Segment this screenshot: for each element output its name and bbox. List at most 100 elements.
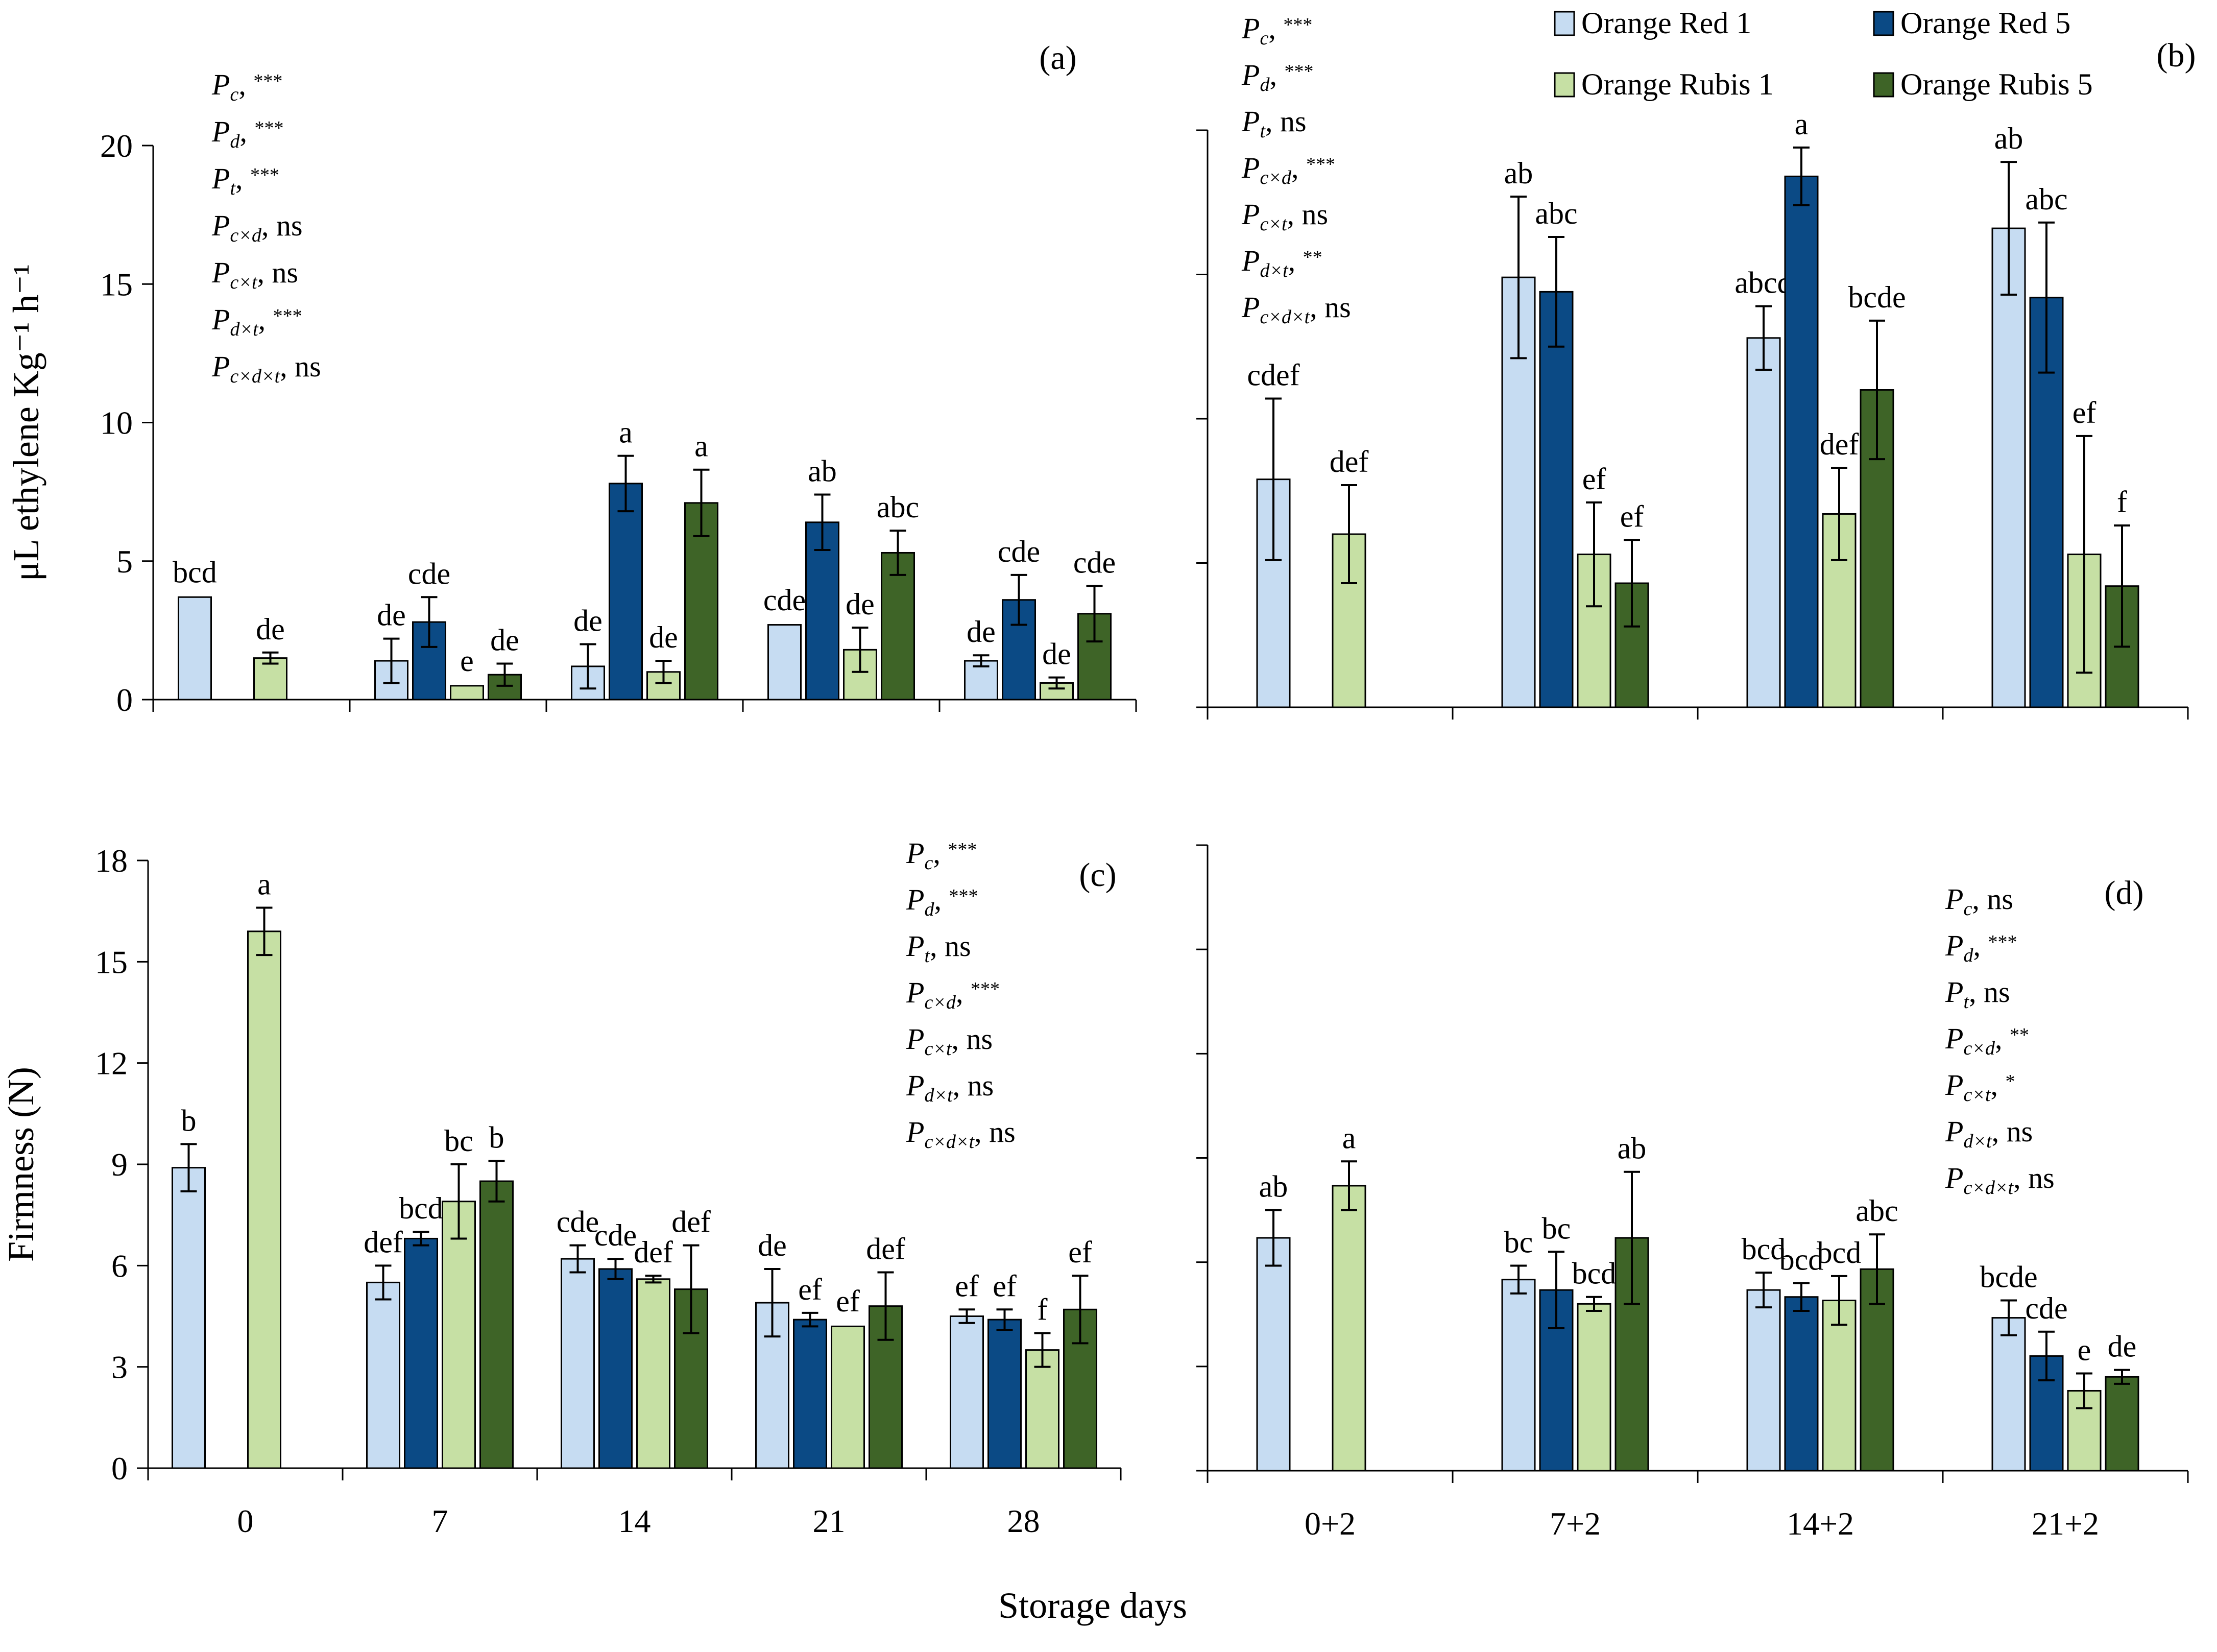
significance-letter: de [377, 598, 406, 632]
stat-annotation: Pc, *** [1241, 12, 1312, 49]
bar-a-orange-red-1-0 [178, 596, 212, 701]
significance-letter: a [619, 416, 633, 449]
significance-letter: f [1038, 1293, 1048, 1327]
bar-d-orange-rubis-5-21-2 [2105, 1376, 2139, 1472]
bar-d-orange-rubis-1-14-2 [1822, 1300, 1857, 1472]
legend-label-orange-rubis-5: Orange Rubis 5 [1900, 67, 2093, 101]
bar-d-orange-red-1-0-2 [1256, 1237, 1291, 1472]
significance-letter: abc [1535, 197, 1577, 230]
legend-label-orange-red-1: Orange Red 1 [1581, 6, 1751, 40]
significance-letter: cde [408, 557, 450, 590]
significance-letter: def [364, 1225, 403, 1259]
bar-c-orange-rubis-1-21 [831, 1325, 865, 1469]
bar-c-orange-red-1-7 [366, 1281, 400, 1469]
significance-letter: bcd [1742, 1232, 1786, 1266]
bar-d-orange-rubis-1-0-2 [1332, 1185, 1366, 1472]
stat-annotation: Pc×d×t, ns [211, 350, 321, 387]
x-tick-label-0: 0 [237, 1503, 254, 1539]
x-axis-title: Storage days [998, 1585, 1187, 1626]
significance-letter: cde [763, 583, 806, 617]
significance-letter: def [866, 1232, 905, 1266]
significance-letter: de [1042, 637, 1071, 671]
stat-annotation: Pc×t, ns [906, 1022, 993, 1060]
legend-swatch-orange-red-5 [1873, 11, 1894, 36]
bar-a-orange-red-1-21 [767, 624, 802, 701]
significance-letter: ab [1618, 1132, 1647, 1165]
significance-letter: ab [1259, 1170, 1288, 1204]
bar-c-orange-rubis-1-7 [442, 1201, 476, 1469]
significance-letter: cde [557, 1205, 599, 1239]
significance-letter: de [967, 615, 996, 649]
stat-annotation: Pc×d, ns [211, 209, 303, 246]
stat-annotation: Pc×d, ** [1945, 1022, 2029, 1059]
stat-annotation: Pd, *** [211, 115, 283, 152]
stat-annotation: Pc×t, ns [211, 256, 298, 293]
significance-letter: a [1342, 1121, 1356, 1155]
x-tick-label-0-2: 0+2 [1305, 1505, 1356, 1542]
bar-c-orange-red-5-7 [404, 1237, 438, 1469]
y-tick-label: 3 [111, 1349, 128, 1385]
stat-annotation: Pt, ns [1241, 105, 1307, 142]
x-tick-label-28: 28 [1007, 1503, 1040, 1539]
x-tick-label-21-2: 21+2 [2032, 1505, 2099, 1542]
panel-label-b: (b) [2157, 37, 2196, 74]
panel-label-d: (d) [2105, 874, 2144, 912]
significance-letter: bc [1504, 1225, 1533, 1259]
significance-letter: abc [1855, 1194, 1898, 1228]
significance-letter: def [671, 1205, 711, 1239]
stat-annotation: Pc×d×t, ns [1945, 1161, 2055, 1199]
significance-letter: def [634, 1235, 673, 1269]
x-tick-label-21: 21 [813, 1503, 846, 1539]
significance-letter: f [2117, 485, 2127, 519]
x-tick-label-14-2: 14+2 [1787, 1505, 1854, 1542]
significance-letter: ef [1068, 1235, 1092, 1269]
x-tick-label-7-2: 7+2 [1550, 1505, 1601, 1542]
significance-letter: e [2078, 1333, 2091, 1367]
stat-annotation: Pc, ns [1945, 882, 2013, 920]
y-axis-title-c: Firmness (N) [1, 1067, 41, 1262]
bar-d-orange-red-5-14-2 [1784, 1296, 1819, 1472]
significance-letter: bc [1542, 1211, 1571, 1245]
stat-annotation: Pd×t, ns [906, 1069, 994, 1106]
stat-annotation: Pt, ns [906, 929, 971, 967]
bar-d-orange-rubis-1-7-2 [1577, 1303, 1611, 1472]
significance-letter: e [460, 644, 474, 678]
y-tick-label: 15 [95, 944, 128, 980]
significance-letter: def [1330, 445, 1369, 478]
stat-annotation: Pd×t, ns [1945, 1115, 2033, 1152]
significance-letter: abc [877, 490, 919, 524]
significance-letter: a [1795, 107, 1809, 141]
significance-letter: bcde [1848, 280, 1906, 314]
bar-c-orange-red-1-0 [172, 1167, 206, 1469]
significance-letter: abc [2025, 182, 2067, 216]
bar-c-orange-rubis-1-28 [1025, 1349, 1059, 1469]
significance-letter: de [846, 587, 875, 621]
y-tick-label: 12 [95, 1045, 128, 1082]
stat-annotation: Pc×d, *** [1241, 151, 1335, 188]
significance-letter: ef [1620, 499, 1644, 533]
significance-letter: cde [1073, 546, 1116, 580]
stat-annotation: Pd, *** [906, 883, 978, 920]
bar-c-orange-rubis-1-0 [247, 930, 281, 1469]
stat-annotation: Pc×d×t, ns [1241, 291, 1351, 328]
significance-letter: ef [798, 1273, 822, 1306]
y-tick-label: 0 [111, 1450, 128, 1487]
bar-b-orange-red-5-14-2 [1784, 175, 1819, 708]
chart-panel-b: cdefababcdababcaabcdefefdefefefbcdef(b)P… [1196, 12, 2196, 720]
significance-letter: de [758, 1229, 787, 1262]
bar-a-orange-red-5-21 [805, 521, 839, 701]
y-tick-label: 18 [95, 843, 128, 879]
significance-letter: de [2108, 1330, 2137, 1363]
significance-letter: cde [2025, 1291, 2067, 1325]
significance-letter: abcd [1734, 266, 1792, 300]
bar-d-orange-red-1-14-2 [1746, 1289, 1781, 1472]
bar-c-orange-red-5-14 [598, 1268, 633, 1469]
significance-letter: bcd [1779, 1243, 1824, 1277]
significance-letter: bcd [1817, 1236, 1862, 1270]
significance-letter: ab [808, 454, 837, 488]
significance-letter: bcd [399, 1191, 443, 1225]
